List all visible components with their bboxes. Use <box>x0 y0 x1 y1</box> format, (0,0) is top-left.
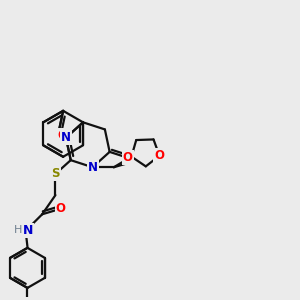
Text: N: N <box>61 131 71 144</box>
Text: O: O <box>56 202 65 215</box>
Text: S: S <box>51 167 60 180</box>
Text: N: N <box>88 161 98 174</box>
Text: O: O <box>154 149 164 162</box>
Text: O: O <box>123 151 133 164</box>
Text: N: N <box>23 224 34 237</box>
Text: O: O <box>57 129 67 142</box>
Text: H: H <box>14 226 22 236</box>
